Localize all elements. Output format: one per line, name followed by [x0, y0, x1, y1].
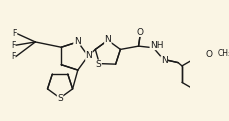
Text: S: S — [57, 94, 63, 103]
Text: F: F — [12, 29, 17, 38]
Text: F: F — [11, 41, 15, 50]
Text: N: N — [73, 37, 80, 45]
Text: NH: NH — [149, 41, 163, 50]
Text: CH₃: CH₃ — [217, 49, 229, 58]
Text: N: N — [104, 35, 111, 44]
Text: S: S — [95, 60, 101, 69]
Text: O: O — [136, 28, 143, 37]
Text: O: O — [204, 50, 211, 59]
Text: F: F — [11, 52, 15, 61]
Text: N: N — [160, 57, 167, 65]
Text: N: N — [85, 51, 92, 60]
